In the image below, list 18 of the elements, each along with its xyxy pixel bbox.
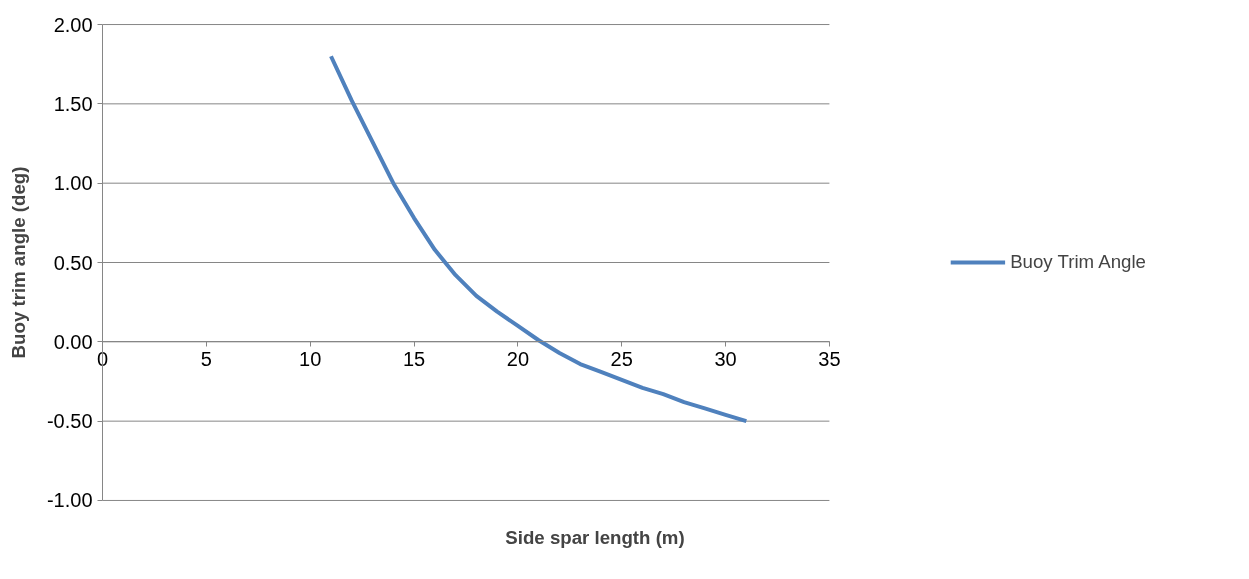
y-tick-label: 1.50 (53, 92, 93, 115)
x-axis-title: Side spar length (m) (505, 526, 685, 548)
x-tick-label: 5 (200, 347, 212, 370)
x-tick-label: 10 (299, 347, 322, 370)
legend-label: Buoy Trim Angle (1010, 251, 1146, 273)
y-tick-label: 1.00 (53, 172, 93, 195)
x-tick-label: 25 (610, 347, 633, 370)
line-series (328, 54, 749, 424)
x-tick-label: 20 (506, 347, 530, 370)
x-tick-label: 35 (818, 347, 841, 370)
y-axis-title: Buoy trim angle (deg) (7, 166, 29, 359)
y-tick-label: 2.00 (53, 13, 93, 36)
x-tick-label: 15 (402, 347, 426, 370)
y-tick-label: 0.00 (53, 330, 93, 353)
y-tick-label: 0.50 (53, 251, 93, 274)
y-tick-label: -0.50 (46, 410, 93, 433)
x-tick-label: 30 (714, 347, 737, 370)
y-tick-label: -1.00 (46, 489, 93, 512)
